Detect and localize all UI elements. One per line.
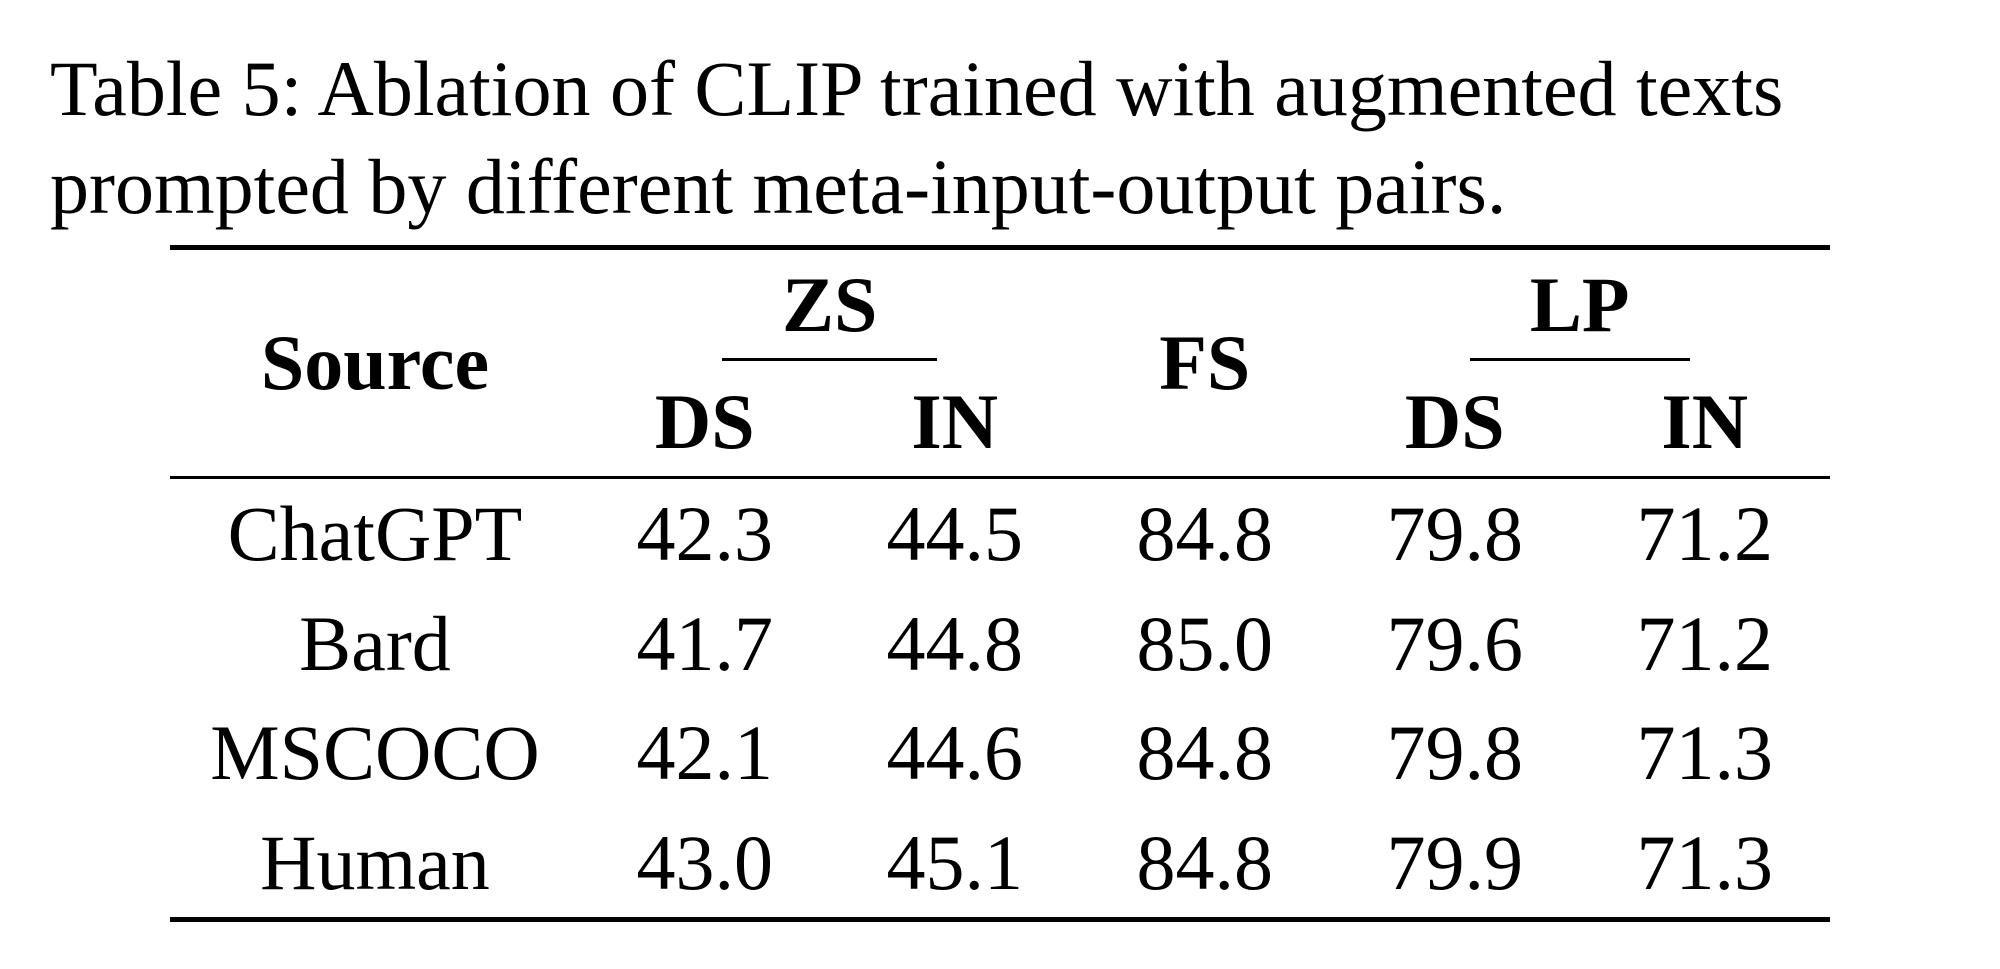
- cell-lp-ds: 79.8: [1330, 698, 1580, 808]
- table-body: ChatGPT 42.3 44.5 84.8 79.8 71.2 Bard 41…: [170, 478, 1829, 920]
- col-source: Source: [170, 248, 579, 478]
- col-group-zs: ZS: [580, 248, 1080, 367]
- table-caption-label: Table 5:: [50, 45, 302, 132]
- table-caption-text: Ablation of CLIP trained with augmented …: [50, 45, 1783, 230]
- cell-lp-ds: 79.9: [1330, 808, 1580, 920]
- cell-zs-ds: 43.0: [580, 808, 830, 920]
- cell-fs: 84.8: [1080, 478, 1330, 589]
- cell-zs-in: 45.1: [830, 808, 1080, 920]
- cell-lp-in: 71.3: [1580, 808, 1830, 920]
- cell-lp-ds: 79.6: [1330, 589, 1580, 699]
- ablation-table: Source ZS FS LP DS IN DS IN ChatGPT 42.3…: [170, 245, 1829, 922]
- table-row: MSCOCO 42.1 44.6 84.8 79.8 71.3: [170, 698, 1829, 808]
- table-row: Human 43.0 45.1 84.8 79.9 71.3: [170, 808, 1829, 920]
- table-row: Bard 41.7 44.8 85.0 79.6 71.2: [170, 589, 1829, 699]
- table-header-row-1: Source ZS FS LP: [170, 248, 1829, 367]
- table-row: ChatGPT 42.3 44.5 84.8 79.8 71.2: [170, 478, 1829, 589]
- col-zs-in: IN: [830, 367, 1080, 478]
- cell-zs-ds: 42.1: [580, 698, 830, 808]
- col-zs-ds: DS: [580, 367, 830, 478]
- col-lp-ds: DS: [1330, 367, 1580, 478]
- cell-source: Bard: [170, 589, 579, 699]
- table-caption: Table 5: Ablation of CLIP trained with a…: [50, 40, 1950, 235]
- cell-zs-in: 44.8: [830, 589, 1080, 699]
- cell-source: ChatGPT: [170, 478, 579, 589]
- cell-source: Human: [170, 808, 579, 920]
- table-header: Source ZS FS LP DS IN DS IN: [170, 248, 1829, 478]
- cell-fs: 85.0: [1080, 589, 1330, 699]
- cell-lp-ds: 79.8: [1330, 478, 1580, 589]
- col-group-lp: LP: [1330, 248, 1830, 367]
- cell-zs-ds: 42.3: [580, 478, 830, 589]
- cell-source: MSCOCO: [170, 698, 579, 808]
- cell-zs-ds: 41.7: [580, 589, 830, 699]
- cell-lp-in: 71.3: [1580, 698, 1830, 808]
- cell-fs: 84.8: [1080, 698, 1330, 808]
- cell-lp-in: 71.2: [1580, 478, 1830, 589]
- cell-zs-in: 44.5: [830, 478, 1080, 589]
- cell-lp-in: 71.2: [1580, 589, 1830, 699]
- col-fs: FS: [1080, 248, 1330, 478]
- page: Table 5: Ablation of CLIP trained with a…: [0, 0, 2000, 962]
- cell-zs-in: 44.6: [830, 698, 1080, 808]
- cell-fs: 84.8: [1080, 808, 1330, 920]
- col-lp-in: IN: [1580, 367, 1830, 478]
